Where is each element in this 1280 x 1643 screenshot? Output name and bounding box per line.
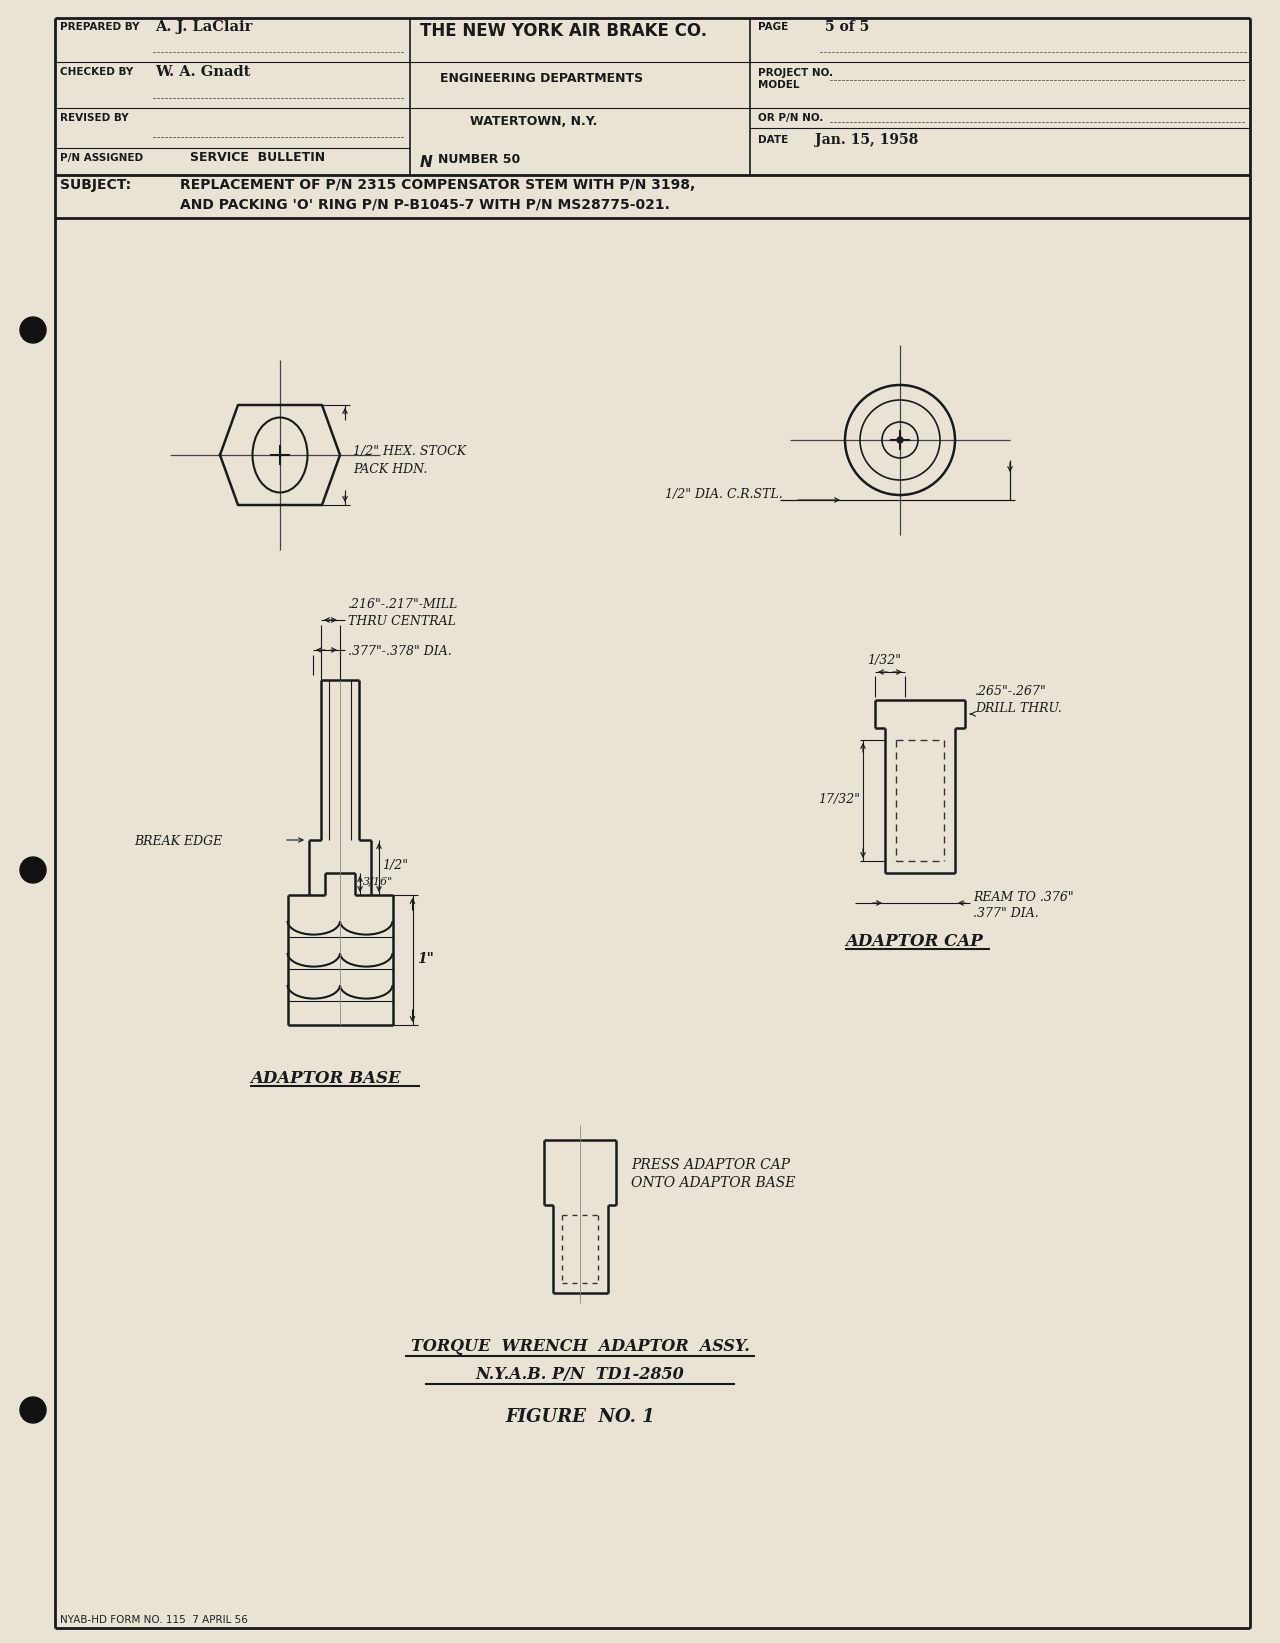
Text: 5 of 5: 5 of 5 <box>826 20 869 35</box>
Text: 1/32": 1/32" <box>867 654 901 667</box>
Text: .377" DIA.: .377" DIA. <box>973 907 1039 920</box>
Text: 1/2": 1/2" <box>381 859 408 872</box>
Circle shape <box>20 1397 46 1423</box>
Text: DRILL THRU.: DRILL THRU. <box>975 702 1062 715</box>
Text: PAGE: PAGE <box>758 21 788 31</box>
Text: Jan. 15, 1958: Jan. 15, 1958 <box>815 133 918 146</box>
Text: FIGURE  NO. 1: FIGURE NO. 1 <box>506 1408 655 1426</box>
Text: PACK HDN.: PACK HDN. <box>353 463 428 476</box>
Text: .216"-.217"-MILL: .216"-.217"-MILL <box>348 598 458 611</box>
Text: ADAPTOR CAP: ADAPTOR CAP <box>845 933 983 950</box>
Text: BREAK EDGE: BREAK EDGE <box>134 835 223 848</box>
Text: N.Y.A.B. P/N  TD1-2850: N.Y.A.B. P/N TD1-2850 <box>476 1365 685 1383</box>
Text: .265"-.267": .265"-.267" <box>975 685 1047 698</box>
Text: WATERTOWN, N.Y.: WATERTOWN, N.Y. <box>470 115 598 128</box>
Text: 3/16": 3/16" <box>364 876 393 886</box>
Text: REVISED BY: REVISED BY <box>60 113 128 123</box>
Text: N: N <box>420 154 433 169</box>
Circle shape <box>897 437 902 444</box>
Text: ADAPTOR BASE: ADAPTOR BASE <box>250 1070 401 1088</box>
Text: REAM TO .376": REAM TO .376" <box>973 891 1074 904</box>
Circle shape <box>20 317 46 343</box>
Text: ENGINEERING DEPARTMENTS: ENGINEERING DEPARTMENTS <box>440 72 643 85</box>
Text: OR P/N NO.: OR P/N NO. <box>758 113 823 123</box>
Text: ONTO ADAPTOR BASE: ONTO ADAPTOR BASE <box>631 1176 795 1190</box>
Text: AND PACKING 'O' RING P/N P-B1045-7 WITH P/N MS28775-021.: AND PACKING 'O' RING P/N P-B1045-7 WITH … <box>180 197 669 210</box>
Text: .377"-.378" DIA.: .377"-.378" DIA. <box>348 646 452 657</box>
Text: 17/32": 17/32" <box>818 792 860 805</box>
Text: PREPARED BY: PREPARED BY <box>60 21 140 31</box>
Text: CHECKED BY: CHECKED BY <box>60 67 133 77</box>
Text: SERVICE  BULLETIN: SERVICE BULLETIN <box>189 151 325 164</box>
Text: 1/2" DIA. C.R.STL.: 1/2" DIA. C.R.STL. <box>666 488 783 501</box>
Text: PROJECT NO.: PROJECT NO. <box>758 67 833 77</box>
Text: NYAB-HD FORM NO. 115  7 APRIL 56: NYAB-HD FORM NO. 115 7 APRIL 56 <box>60 1615 248 1625</box>
Circle shape <box>20 858 46 882</box>
Text: A. J. LaClair: A. J. LaClair <box>155 20 252 35</box>
Text: NUMBER 50: NUMBER 50 <box>438 153 520 166</box>
Text: MODEL: MODEL <box>758 81 800 90</box>
Text: DATE: DATE <box>758 135 788 145</box>
Text: REPLACEMENT OF P/N 2315 COMPENSATOR STEM WITH P/N 3198,: REPLACEMENT OF P/N 2315 COMPENSATOR STEM… <box>180 177 695 192</box>
Text: SUBJECT:: SUBJECT: <box>60 177 131 192</box>
Text: THRU CENTRAL: THRU CENTRAL <box>348 614 456 628</box>
Text: THE NEW YORK AIR BRAKE CO.: THE NEW YORK AIR BRAKE CO. <box>420 21 707 39</box>
Text: W. A. Gnadt: W. A. Gnadt <box>155 66 251 79</box>
Text: 1": 1" <box>417 951 434 966</box>
Text: 1/2" HEX. STOCK: 1/2" HEX. STOCK <box>353 445 466 458</box>
Text: P/N ASSIGNED: P/N ASSIGNED <box>60 153 143 163</box>
Text: PRESS ADAPTOR CAP: PRESS ADAPTOR CAP <box>631 1158 790 1171</box>
Text: TORQUE  WRENCH  ADAPTOR  ASSY.: TORQUE WRENCH ADAPTOR ASSY. <box>411 1337 749 1355</box>
